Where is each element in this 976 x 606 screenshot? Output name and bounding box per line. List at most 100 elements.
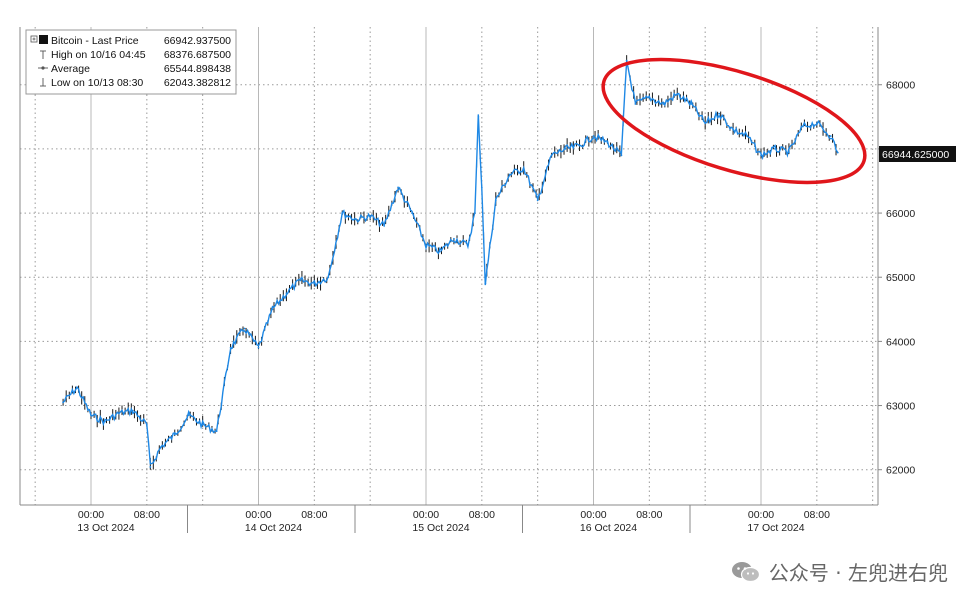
price-point xyxy=(257,346,260,349)
price-point xyxy=(341,212,344,214)
price-point xyxy=(131,409,134,412)
x-date-label: 16 Oct 2024 xyxy=(580,522,637,534)
price-point xyxy=(606,141,609,144)
price-point xyxy=(149,466,152,468)
x-time-label: 00:00 xyxy=(748,509,774,521)
price-point xyxy=(439,250,441,253)
x-tick-labels: 00:00 08:00 00:00 08:00 00:00 08:00 00:00 08:00… xyxy=(77,505,830,534)
x-time-label: 08:00 xyxy=(636,509,662,521)
last-price-tag: 66944.625000 xyxy=(879,146,956,162)
price-point xyxy=(299,279,302,282)
price-point xyxy=(383,224,386,227)
price-point xyxy=(173,433,176,436)
axes xyxy=(19,27,879,506)
price-point xyxy=(271,308,274,311)
price-point xyxy=(453,237,455,240)
price-point xyxy=(836,151,839,154)
price-point xyxy=(648,96,651,99)
price-point xyxy=(145,423,148,426)
price-point xyxy=(592,135,595,137)
price-point xyxy=(243,327,246,330)
x-time-label: 08:00 xyxy=(134,509,160,521)
watermark-text: 公众号 · 左兜进右兜 xyxy=(768,561,948,585)
y-tick-label: 62000 xyxy=(886,465,915,477)
price-point xyxy=(104,420,106,423)
legend-low-label: Low on 10/13 08:30 xyxy=(51,77,143,89)
price-series xyxy=(62,55,839,470)
y-tick-label: 64000 xyxy=(886,336,915,348)
x-date-label: 14 Oct 2024 xyxy=(245,522,302,534)
price-point xyxy=(327,276,330,279)
price-point xyxy=(550,154,553,157)
legend-low-value: 62043.382812 xyxy=(164,77,231,89)
price-point xyxy=(732,128,734,131)
price-point xyxy=(369,215,372,218)
price-point xyxy=(564,148,567,150)
price-point xyxy=(187,414,190,417)
price-point xyxy=(522,167,525,170)
series-swatch-icon xyxy=(39,35,48,44)
y-tick-label: 68000 xyxy=(886,80,915,92)
price-point xyxy=(313,282,316,285)
price-point xyxy=(536,199,539,202)
price-point xyxy=(634,103,637,105)
wechat-icon xyxy=(731,560,761,584)
price-point xyxy=(578,144,581,147)
price-point xyxy=(718,112,721,115)
legend-expand-icon[interactable] xyxy=(30,35,38,43)
price-point xyxy=(625,59,628,62)
x-date-label: 13 Oct 2024 xyxy=(77,522,134,534)
price-point xyxy=(285,292,288,295)
legend: Bitcoin - Last Price 66942.937500 High o… xyxy=(25,29,237,95)
price-point xyxy=(118,412,120,415)
price-point xyxy=(801,125,804,128)
price-point xyxy=(159,446,162,449)
price-point xyxy=(704,122,707,125)
price-point xyxy=(473,212,476,214)
price-line xyxy=(62,60,839,465)
price-point xyxy=(760,154,762,157)
watermark: 公众号 · 左兜进右兜 xyxy=(731,557,948,586)
grid xyxy=(20,27,878,505)
x-time-label: 00:00 xyxy=(78,509,104,521)
last-price-tag-text: 66944.625000 xyxy=(882,149,949,161)
price-point xyxy=(425,244,427,247)
highlight-ellipse xyxy=(601,57,867,185)
x-time-label: 08:00 xyxy=(301,509,327,521)
price-point xyxy=(484,282,487,285)
price-point xyxy=(815,122,818,125)
high-marker-icon xyxy=(40,50,46,59)
price-point xyxy=(466,244,469,247)
price-point xyxy=(397,186,399,189)
low-marker-icon xyxy=(40,78,46,87)
price-point xyxy=(662,103,665,105)
price-point xyxy=(215,430,218,433)
price-point xyxy=(676,93,679,96)
average-marker-icon xyxy=(38,66,48,70)
price-point xyxy=(690,103,693,105)
legend-high-label: High on 10/16 04:45 xyxy=(51,49,146,61)
price-point xyxy=(201,423,204,426)
price-point xyxy=(355,218,358,221)
price-point xyxy=(508,173,511,176)
y-tick-label: 66000 xyxy=(886,208,915,220)
price-point xyxy=(620,154,623,157)
price-point xyxy=(788,151,790,154)
y-tick-label: 63000 xyxy=(886,401,915,413)
price-point xyxy=(76,386,78,389)
legend-series-value: 66942.937500 xyxy=(164,35,231,47)
price-point xyxy=(477,115,480,118)
price-point xyxy=(90,414,92,417)
y-tick-labels: 68000670006600065000640006300062000 xyxy=(878,80,915,477)
x-time-label: 00:00 xyxy=(245,509,271,521)
price-point xyxy=(229,346,232,349)
legend-average-label: Average xyxy=(51,63,90,75)
y-tick-label: 65000 xyxy=(886,272,915,284)
legend-average-value: 65544.898438 xyxy=(164,63,231,75)
price-point xyxy=(829,135,832,137)
x-time-label: 08:00 xyxy=(804,509,830,521)
x-time-label: 00:00 xyxy=(580,509,606,521)
legend-series-label: Bitcoin - Last Price xyxy=(51,35,139,47)
x-date-label: 15 Oct 2024 xyxy=(412,522,469,534)
